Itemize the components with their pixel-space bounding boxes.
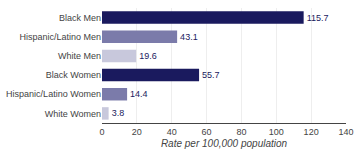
svg-text:Rate per 100,000 population: Rate per 100,000 population <box>161 138 288 149</box>
svg-text:115.7: 115.7 <box>307 13 329 23</box>
svg-text:Hispanic/Latino Women: Hispanic/Latino Women <box>6 89 101 99</box>
svg-text:Hispanic/Latino Men: Hispanic/Latino Men <box>19 32 101 42</box>
svg-text:19.6: 19.6 <box>139 51 157 61</box>
svg-text:120: 120 <box>304 127 319 137</box>
svg-text:100: 100 <box>269 127 284 137</box>
svg-text:20: 20 <box>132 127 142 137</box>
svg-text:Black Men: Black Men <box>59 13 101 23</box>
svg-text:0: 0 <box>99 127 104 137</box>
svg-text:3.8: 3.8 <box>112 108 125 118</box>
svg-text:55.7: 55.7 <box>202 70 220 80</box>
svg-text:80: 80 <box>236 127 246 137</box>
svg-text:60: 60 <box>202 127 212 137</box>
svg-text:White Men: White Men <box>58 51 101 61</box>
svg-text:White Women: White Women <box>45 109 101 119</box>
svg-text:140: 140 <box>338 127 353 137</box>
svg-text:14.4: 14.4 <box>130 89 148 99</box>
svg-text:40: 40 <box>167 127 177 137</box>
svg-text:43.1: 43.1 <box>180 32 198 42</box>
svg-text:Black Women: Black Women <box>46 70 101 80</box>
